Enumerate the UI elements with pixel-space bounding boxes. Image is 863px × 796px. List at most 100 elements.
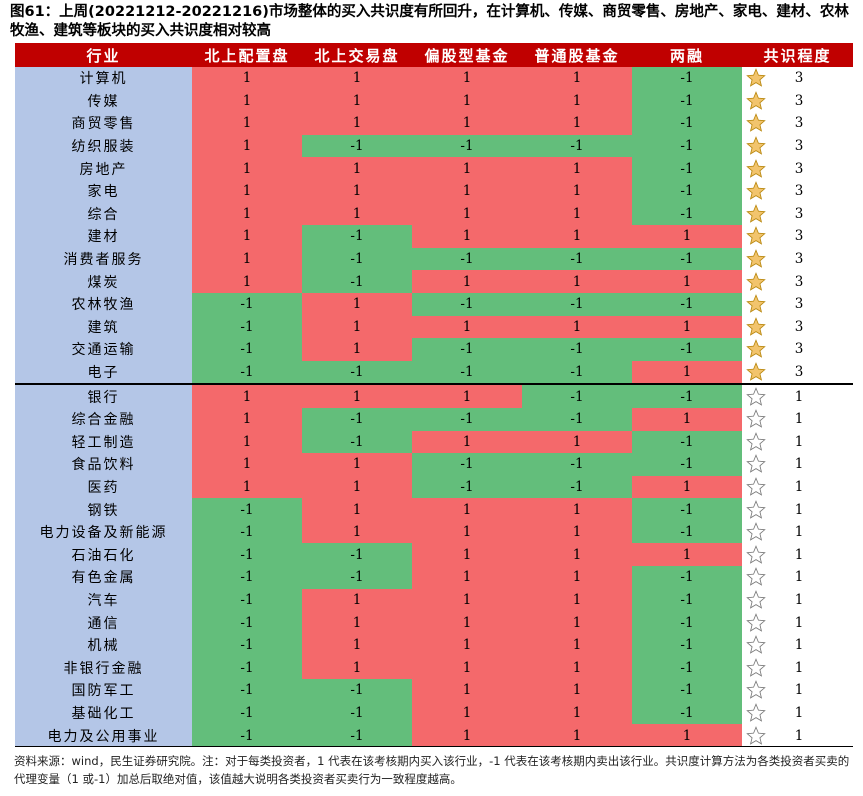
consensus-cell: 1 [742,633,853,657]
industry-cell: 家电 [15,179,192,203]
ordinary-equity-fund-cell: -1 [522,247,632,271]
filled-star-icon [746,181,766,201]
table-row: 电力设备及新能源 -1 1 1 1 -1 1 [15,520,853,544]
ordinary-equity-fund-cell: 1 [522,633,632,657]
table-row: 汽车 -1 1 1 1 -1 1 [15,588,853,612]
consensus-value: 3 [794,251,804,268]
ordinary-equity-fund-cell: 1 [522,588,632,612]
northbound-trading-cell: -1 [302,543,412,567]
ordinary-equity-fund-cell: 1 [522,157,632,180]
northbound-allocation-cell: 1 [192,67,302,90]
consensus-cell: 3 [742,338,853,361]
consensus-cell: 3 [742,225,853,248]
table-row: 传媒 1 1 1 1 -1 3 [15,89,853,113]
equity-biased-fund-cell: 1 [412,588,522,612]
table-row: 综合 1 1 1 1 -1 3 [15,202,853,226]
northbound-allocation-cell: 1 [192,112,302,135]
consensus-cell: 3 [742,179,853,203]
northbound-allocation-cell: -1 [192,633,302,657]
header-northbound-allocation: 北上配置盘 [192,43,302,67]
northbound-trading-cell: 1 [302,179,412,203]
margin-trading-cell: 1 [632,407,742,431]
equity-biased-fund-cell: -1 [412,338,522,361]
consensus-value: 1 [794,727,804,744]
table-row: 煤炭 1 -1 1 1 1 3 [15,270,853,293]
margin-trading-cell: -1 [632,383,742,408]
industry-cell: 通信 [15,611,192,634]
filled-star-icon [746,271,766,291]
equity-biased-fund-cell: 1 [412,225,522,248]
consensus-value: 1 [794,614,804,631]
industry-cell: 建材 [15,225,192,248]
table-row: 通信 -1 1 1 1 -1 1 [15,611,853,634]
consensus-cell: 1 [742,520,853,544]
margin-trading-cell: -1 [632,134,742,158]
industry-cell: 消费者服务 [15,247,192,271]
header-row: 行业 北上配置盘 北上交易盘 偏股型基金 普通股基金 两融 共识程度 [15,43,853,67]
margin-trading-cell: -1 [632,566,742,589]
northbound-allocation-cell: -1 [192,679,302,702]
industry-cell: 钢铁 [15,498,192,521]
northbound-allocation-cell: 1 [192,475,302,499]
empty-star-icon [746,657,766,677]
northbound-allocation-cell: 1 [192,430,302,454]
northbound-allocation-cell: 1 [192,247,302,271]
northbound-trading-cell: 1 [302,633,412,657]
industry-cell: 食品饮料 [15,453,192,476]
margin-trading-cell: -1 [632,89,742,113]
filled-star-icon [746,339,766,359]
northbound-trading-cell: -1 [302,724,412,747]
margin-trading-cell: -1 [632,247,742,271]
industry-cell: 房地产 [15,157,192,180]
margin-trading-cell: -1 [632,430,742,454]
margin-trading-cell: -1 [632,679,742,702]
northbound-allocation-cell: 1 [192,383,302,408]
margin-trading-cell: 1 [632,543,742,567]
header-industry: 行业 [15,43,192,67]
northbound-allocation-cell: -1 [192,292,302,316]
ordinary-equity-fund-cell: -1 [522,383,632,408]
northbound-allocation-cell: -1 [192,566,302,589]
industry-cell: 有色金属 [15,566,192,589]
consensus-cell: 3 [742,202,853,226]
industry-cell: 农林牧渔 [15,292,192,316]
equity-biased-fund-cell: 1 [412,89,522,113]
industry-cell: 基础化工 [15,701,192,725]
consensus-cell: 3 [742,67,853,90]
consensus-cell: 1 [742,430,853,454]
northbound-trading-cell: 1 [302,588,412,612]
table-row: 商贸零售 1 1 1 1 -1 3 [15,112,853,135]
northbound-trading-cell: 1 [302,611,412,634]
consensus-cell: 1 [742,724,853,747]
consensus-cell: 1 [742,656,853,680]
empty-star-icon [746,612,766,632]
ordinary-equity-fund-cell: 1 [522,89,632,113]
consensus-value: 3 [794,318,804,335]
table-row: 非银行金融 -1 1 1 1 -1 1 [15,656,853,680]
ordinary-equity-fund-cell: 1 [522,179,632,203]
consensus-cell: 1 [742,679,853,702]
consensus-value: 1 [794,704,804,721]
consensus-value: 1 [794,591,804,608]
consensus-table: 行业 北上配置盘 北上交易盘 偏股型基金 普通股基金 两融 共识程度 计算机 1 1… [15,43,853,747]
northbound-allocation-cell: 1 [192,179,302,203]
industry-cell: 纺织服装 [15,134,192,158]
table-body: 计算机 1 1 1 1 -1 3 传媒 1 1 1 1 -1 3 商贸零售 1 1 1 1 -1 3 纺织服装 1 -1 -1-… [15,67,853,747]
table-row: 消费者服务 1 -1 -1 -1 -1 3 [15,247,853,271]
northbound-allocation-cell: -1 [192,360,302,385]
consensus-value: 3 [794,273,804,290]
consensus-value: 3 [794,92,804,109]
northbound-allocation-cell: 1 [192,89,302,113]
northbound-trading-cell: 1 [302,383,412,408]
equity-biased-fund-cell: 1 [412,202,522,226]
ordinary-equity-fund-cell: 1 [522,270,632,293]
consensus-value: 3 [794,341,804,358]
northbound-trading-cell: -1 [302,679,412,702]
table-row: 有色金属 -1 -1 1 1 -1 1 [15,566,853,589]
margin-trading-cell: -1 [632,633,742,657]
consensus-value: 1 [794,637,804,654]
margin-trading-cell: -1 [632,520,742,544]
consensus-value: 3 [794,70,804,87]
industry-cell: 银行 [15,383,192,408]
northbound-trading-cell: 1 [302,498,412,521]
